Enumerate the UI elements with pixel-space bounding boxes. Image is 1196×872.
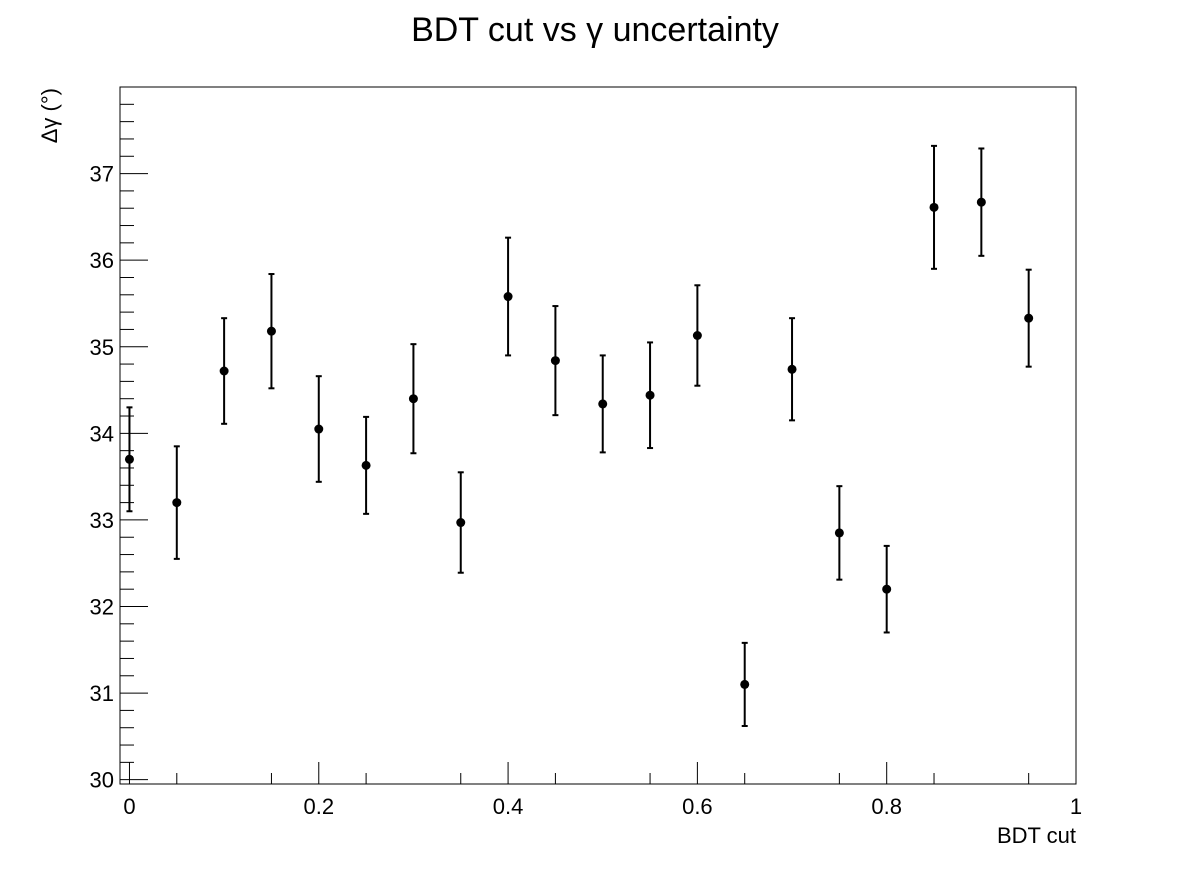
- y-tick-label: 30: [90, 768, 114, 793]
- y-tick-label: 32: [90, 595, 114, 620]
- data-point-group: [314, 375, 324, 483]
- data-point: [598, 399, 608, 409]
- data-point: [408, 394, 418, 404]
- data-point-group: [929, 144, 939, 270]
- y-tick-label: 34: [90, 421, 114, 446]
- y-tick-label: 37: [90, 162, 114, 187]
- data-point-group: [740, 641, 750, 727]
- chart-title: BDT cut vs γ uncertainty: [411, 11, 779, 49]
- data-point-group: [456, 471, 466, 574]
- data-point: [361, 460, 371, 470]
- data-point-group: [172, 445, 182, 560]
- data-point-group: [550, 305, 560, 417]
- y-tick-label: 33: [90, 508, 114, 533]
- data-point-group: [361, 415, 371, 515]
- data-point: [124, 454, 134, 464]
- data-point: [882, 584, 892, 594]
- data-point-group: [408, 343, 418, 455]
- x-tick-label: 0: [123, 794, 135, 819]
- data-point-group: [503, 236, 513, 357]
- data-point-group: [976, 147, 986, 257]
- y-axis-label: Δγ (°): [37, 88, 62, 143]
- data-point: [1024, 313, 1034, 323]
- data-series: [124, 144, 1034, 727]
- data-point: [456, 518, 466, 528]
- data-point: [740, 679, 750, 689]
- data-point-group: [219, 317, 229, 425]
- y-tick-label: 36: [90, 248, 114, 273]
- data-point: [550, 356, 560, 366]
- data-point: [787, 364, 797, 374]
- data-point-group: [645, 341, 655, 450]
- data-point-group: [882, 544, 892, 634]
- data-point: [976, 197, 986, 207]
- data-point: [314, 424, 324, 434]
- data-point: [503, 292, 513, 302]
- data-point-group: [692, 284, 702, 387]
- data-point: [692, 330, 702, 340]
- plot-frame: [119, 86, 1077, 785]
- y-tick-label: 35: [90, 335, 114, 360]
- x-tick-label: 0.8: [871, 794, 902, 819]
- data-point: [645, 390, 655, 400]
- axis-tick-labels: 0 0.2 0.4 0.6 0.8 1 30 31 32 33 34 35 36 37: [90, 162, 1083, 819]
- x-tick-label: 0.6: [682, 794, 713, 819]
- data-point-group: [787, 317, 797, 422]
- x-tick-label: 1: [1070, 794, 1082, 819]
- data-point: [219, 366, 229, 376]
- data-point-group: [834, 485, 844, 581]
- data-point: [929, 202, 939, 212]
- data-point-group: [124, 406, 134, 513]
- x-tick-label: 0.2: [303, 794, 334, 819]
- data-point-group: [1024, 268, 1034, 368]
- data-point: [266, 326, 276, 336]
- data-point: [834, 528, 844, 538]
- data-point-group: [598, 354, 608, 454]
- x-tick-label: 0.4: [493, 794, 524, 819]
- x-axis-label: BDT cut: [997, 823, 1076, 848]
- y-tick-label: 31: [90, 681, 114, 706]
- axis-ticks: [120, 103, 1077, 784]
- data-point-group: [266, 273, 276, 390]
- data-point: [172, 498, 182, 508]
